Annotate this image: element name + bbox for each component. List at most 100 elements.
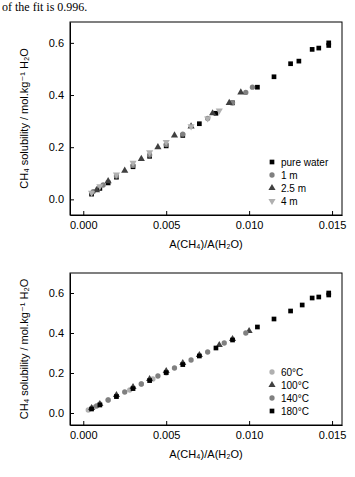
point — [288, 61, 293, 66]
point — [164, 370, 169, 375]
point — [188, 357, 193, 362]
point — [96, 184, 103, 190]
x-tick-label: 0.000 — [70, 429, 98, 441]
point — [272, 317, 277, 322]
series — [86, 370, 169, 412]
point — [255, 85, 260, 90]
chart: 0.000 0.005 0.010 0.015 0.0 0.2 0.4 0.6 A(CH₄)/A… — [18, 273, 346, 460]
legend-label: 2.5 m — [281, 183, 306, 194]
points — [88, 41, 331, 197]
legend-label: 60°C — [281, 367, 303, 378]
point — [121, 167, 128, 173]
legend-label: 4 m — [281, 196, 298, 207]
y-tick-label: 0.6 — [49, 37, 64, 49]
x-tick-label: 0.015 — [319, 429, 347, 441]
x-tick-label: 0.015 — [319, 219, 347, 231]
y-tick-mark — [70, 43, 74, 44]
x-axis: 0.000 0.005 0.010 0.015 — [70, 421, 346, 441]
y-tick-mark — [70, 333, 74, 334]
point — [326, 291, 331, 296]
point — [288, 309, 293, 314]
y-tick-mark — [70, 373, 74, 374]
point — [98, 403, 103, 408]
caption-text: of the fit is 0.996. — [2, 0, 87, 14]
x-tick: 0.010 — [236, 211, 264, 231]
point — [155, 373, 160, 378]
point — [226, 99, 233, 105]
y-tick: 0.2 — [49, 141, 74, 153]
x-tick: 0.015 — [319, 421, 347, 441]
legend-label: 140°C — [281, 393, 309, 404]
point — [146, 150, 153, 156]
legend-label: 100°C — [281, 380, 309, 391]
point — [310, 296, 315, 301]
y-tick: 0.6 — [49, 287, 74, 299]
x-axis-line — [71, 425, 343, 426]
point — [310, 47, 315, 52]
point — [114, 394, 119, 399]
legend-entry: 140°C — [269, 393, 309, 404]
x-tick: 0.005 — [153, 421, 181, 441]
point — [163, 140, 170, 146]
point — [243, 330, 248, 335]
point — [237, 88, 244, 94]
legend-entry: 4 m — [268, 196, 297, 207]
legend-entry: 180°C — [270, 406, 309, 417]
x-tick-mark — [166, 421, 167, 425]
point — [105, 177, 112, 183]
y-tick: 0.0 — [49, 407, 74, 419]
point — [214, 346, 219, 351]
y-axis-line — [70, 23, 71, 216]
y-tick: 0.4 — [49, 89, 74, 101]
plot-frame — [70, 273, 342, 425]
x-tick-label: 0.000 — [70, 219, 98, 231]
legend-symbol — [268, 199, 275, 205]
point — [297, 59, 302, 64]
point — [222, 340, 227, 345]
legend: pure water1 m2.5 m4 m — [268, 157, 328, 207]
y-tick: 0.2 — [49, 367, 74, 379]
point — [106, 397, 111, 402]
legend-symbol — [269, 395, 274, 400]
y-tick-label: 0.2 — [49, 141, 64, 153]
point — [129, 161, 136, 167]
point — [171, 131, 178, 137]
legend-symbol — [269, 369, 274, 374]
x-tick: 0.015 — [319, 211, 347, 231]
x-tick: 0.010 — [236, 421, 264, 441]
point — [89, 407, 94, 412]
x-axis: 0.000 0.005 0.010 0.015 — [70, 211, 346, 231]
point — [180, 132, 185, 137]
y-tick-label: 0.4 — [49, 89, 64, 101]
point — [326, 41, 331, 46]
y-axis: 0.00.20.40.6 — [49, 23, 74, 216]
y-tick-mark — [70, 95, 74, 96]
x-tick-label: 0.005 — [153, 219, 181, 231]
point — [197, 354, 202, 359]
chart: 0.0000.0050.0100.0150.00.20.40.6A(CH₄)/A… — [18, 22, 346, 250]
point — [138, 155, 145, 161]
point — [106, 397, 111, 402]
point — [216, 109, 223, 115]
x-tick-mark — [332, 421, 333, 425]
point — [209, 109, 216, 115]
y-tick-label: 0.6 — [49, 287, 64, 299]
legend-label: 1 m — [281, 170, 298, 181]
point — [316, 295, 321, 300]
y-tick-mark — [70, 199, 74, 200]
y-tick: 0.4 — [49, 327, 74, 339]
x-tick-mark — [83, 421, 84, 425]
points — [86, 291, 331, 413]
legend-symbol — [270, 160, 275, 165]
y-axis-line — [70, 274, 71, 426]
x-axis-title: A(CH₄)/A(H₂O) — [169, 448, 243, 460]
y-tick: 0.6 — [49, 37, 74, 49]
x-tick: 0.000 — [70, 421, 98, 441]
x-tick-mark — [166, 211, 167, 215]
point — [114, 173, 119, 178]
series — [91, 85, 256, 195]
y-axis-title: CH₄ solubility / mol.kg⁻¹ H₂O — [18, 48, 30, 189]
x-tick-mark — [249, 421, 250, 425]
point — [139, 381, 144, 386]
legend-symbol — [269, 172, 274, 177]
